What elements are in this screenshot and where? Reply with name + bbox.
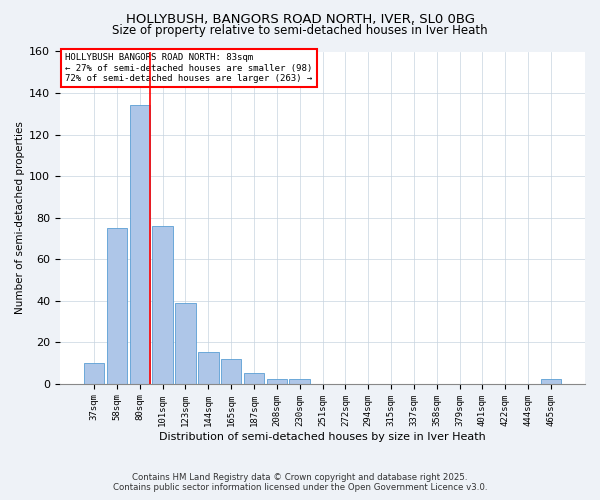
Bar [198, 352, 218, 384]
Bar [266, 380, 287, 384]
Bar [289, 380, 310, 384]
Bar [152, 226, 173, 384]
Bar [541, 380, 561, 384]
Bar [221, 358, 241, 384]
Text: HOLLYBUSH, BANGORS ROAD NORTH, IVER, SL0 0BG: HOLLYBUSH, BANGORS ROAD NORTH, IVER, SL0… [125, 12, 475, 26]
Text: Contains HM Land Registry data © Crown copyright and database right 2025.
Contai: Contains HM Land Registry data © Crown c… [113, 473, 487, 492]
Bar [84, 363, 104, 384]
Bar [244, 373, 264, 384]
Bar [130, 106, 150, 384]
X-axis label: Distribution of semi-detached houses by size in Iver Heath: Distribution of semi-detached houses by … [159, 432, 486, 442]
Bar [107, 228, 127, 384]
Text: HOLLYBUSH BANGORS ROAD NORTH: 83sqm
← 27% of semi-detached houses are smaller (9: HOLLYBUSH BANGORS ROAD NORTH: 83sqm ← 27… [65, 53, 313, 83]
Text: Size of property relative to semi-detached houses in Iver Heath: Size of property relative to semi-detach… [112, 24, 488, 37]
Bar [175, 302, 196, 384]
Y-axis label: Number of semi-detached properties: Number of semi-detached properties [15, 121, 25, 314]
